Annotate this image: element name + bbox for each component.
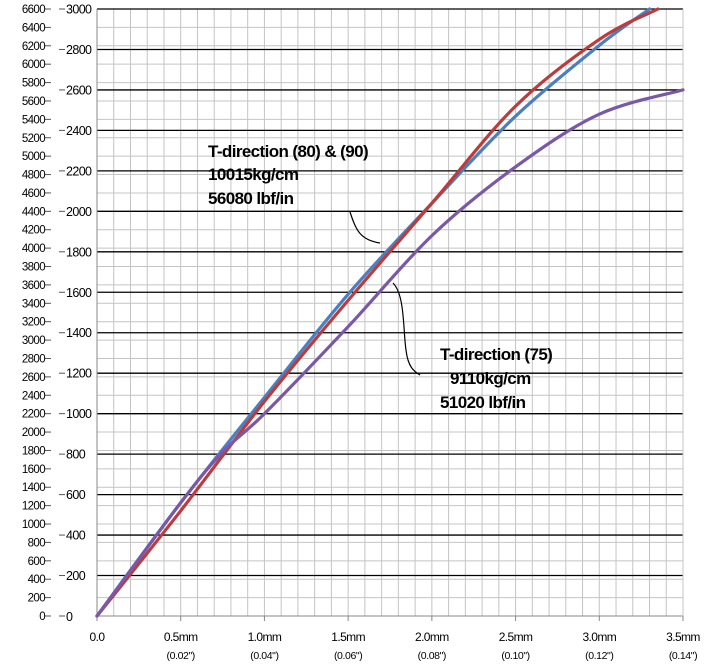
x-tick-sublabel: (0.02") (167, 650, 195, 662)
x-tick-label: 3.0mm (582, 630, 616, 644)
x-tick-sublabel: (0.10") (501, 650, 529, 662)
y-left-tick-label: 5000 (22, 151, 45, 163)
series-line-1 (95, 7, 652, 618)
y-right-tick-label: 2400 (66, 124, 92, 138)
y-right-tick-label: 1600 (66, 286, 92, 300)
y-right-tick-label: 1000 (66, 407, 92, 421)
y-left-tick-label: 2400 (22, 390, 45, 402)
y-left-tick-label: 5600 (22, 96, 45, 108)
y-left-tick-label: 3800 (22, 262, 45, 274)
y-left-tick-label: 5200 (22, 133, 45, 145)
y-left-tick-label: 200 (28, 593, 46, 605)
annotation-2-line-2: 9110kg/cm (450, 369, 531, 388)
grid-minor (97, 8, 683, 616)
x-tick-sublabel: (0.06") (334, 650, 362, 662)
y-left-tick-label: 4400 (22, 206, 45, 218)
y-left-tick-label: 6600 (22, 4, 45, 16)
x-tick-label: 3.5mm (666, 630, 700, 644)
y-left-tick-label: 1200 (22, 501, 45, 513)
y-left-tick-label: 2000 (22, 427, 45, 439)
y-left-tick-label: 0 (39, 611, 45, 623)
y-left-tick-label: 4800 (22, 170, 45, 182)
y-right-tick-label: 2200 (66, 164, 92, 178)
x-tick-label: 0.5mm (164, 630, 198, 644)
x-tick-sublabel: (0.14") (669, 650, 697, 662)
y-left-tick-label: 1000 (22, 519, 45, 531)
y-left-tick-label: 600 (28, 556, 46, 568)
y-right-tick-label: 400 (66, 529, 86, 543)
y-left-tick-label: 400 (28, 574, 46, 586)
y-right-tick-label: 2600 (66, 83, 92, 97)
annotation-leader-1 (349, 211, 381, 244)
annotation-1-line-1: T-direction (80) & (90) (208, 142, 368, 161)
annotation-2-line-3: 51020 lbf/in (440, 393, 526, 412)
y-left-tick-label: 1400 (22, 482, 45, 494)
y-left-tick-label: 2800 (22, 353, 45, 365)
annotation-leader-2 (392, 282, 421, 376)
annotation-leaders (349, 211, 421, 376)
y-left-tick-label: 5800 (22, 78, 45, 90)
y-axis-left-labels: 0 200 400 600 800 1000 1200 1400 1600 1800 2000 220… (22, 4, 46, 623)
annotation-2-line-1: T-direction (75) (440, 345, 552, 364)
y-left-tick-label: 4000 (22, 243, 45, 255)
y-left-tick-label: 1800 (22, 445, 45, 457)
x-tick-label: 1.5mm (331, 630, 365, 644)
y-left-tick-label: 6000 (22, 59, 45, 71)
annotations: T-direction (80) & (90) 10015kg/cm 56080… (208, 142, 553, 412)
x-tick-sublabel: (0.04") (250, 650, 278, 662)
x-tick-label: 2.5mm (499, 630, 533, 644)
y-right-tick-label: 2800 (66, 43, 92, 57)
x-tick-label: 2.0mm (415, 630, 449, 644)
y-left-tick-label: 6200 (22, 41, 45, 53)
y-axis-right-labels: 200 400 600 800 1000 1200 1400 1600 1800 2000 2200… (66, 3, 93, 625)
y-right-tick-label: 600 (66, 488, 86, 502)
y-right-tick-label: 800 (66, 448, 86, 462)
y-left-tick-label: 800 (28, 537, 46, 549)
y-left-tick-label: 2200 (22, 409, 45, 421)
y-left-tick-label: 4600 (22, 188, 45, 200)
x-tick-sublabel: (0.08") (418, 650, 446, 662)
grid-major (97, 8, 683, 577)
y-left-tick-label: 6400 (22, 22, 45, 34)
series-line-2 (95, 7, 660, 618)
y-right-tick-label: 1400 (66, 326, 92, 340)
y-left-tick-label: 3400 (22, 298, 45, 310)
series-layer (95, 7, 685, 618)
y-right-tick-label: 2000 (66, 205, 92, 219)
y-right-tick-label: 1200 (66, 367, 92, 381)
series-line-3 (95, 88, 685, 618)
x-tick-label: 0.0 (90, 630, 106, 644)
y-left-tick-label: 4200 (22, 225, 45, 237)
axes (45, 8, 684, 621)
x-tick-label: 1.0mm (248, 630, 282, 644)
x-axis-labels: 0.0 0.5mm (0.02") 1.0mm (0.04") 1.5mm (0.06") 2… (90, 630, 701, 662)
y-left-tick-label: 3000 (22, 335, 45, 347)
x-tick-sublabel: (0.12") (585, 650, 613, 662)
annotation-1-line-3: 56080 lbf/in (208, 189, 294, 208)
y-right-tick-label-zero: 0 (66, 610, 73, 624)
y-left-tick-label: 1600 (22, 464, 45, 476)
y-right-tick-label: 3000 (66, 3, 92, 17)
y-left-tick-label: 3600 (22, 280, 45, 292)
annotation-1-line-2: 10015kg/cm (208, 165, 299, 184)
y-left-tick-label: 5400 (22, 114, 45, 126)
y-right-tick-label: 1800 (66, 245, 92, 259)
y-left-tick-label: 3200 (22, 317, 45, 329)
y-right-tick-label: 200 (66, 569, 86, 583)
y-left-tick-label: 2600 (22, 372, 45, 384)
